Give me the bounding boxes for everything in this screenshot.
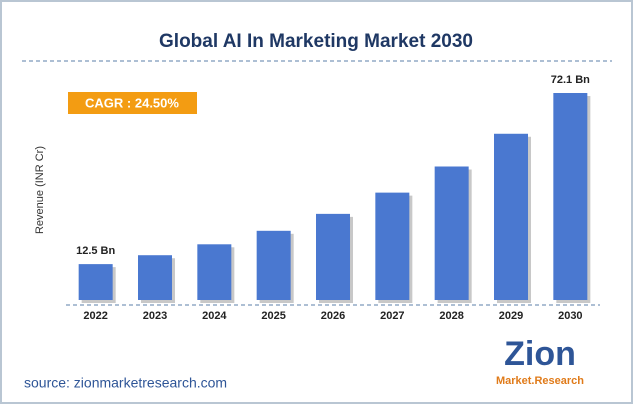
bar <box>197 244 232 300</box>
x-tick-label: 2029 <box>499 310 523 322</box>
logo-name: Zion <box>504 335 576 373</box>
chart-title: Global AI In Marketing Market 2030 <box>159 31 473 52</box>
bar <box>494 133 528 300</box>
annotation-box <box>68 92 197 114</box>
bar <box>78 264 113 300</box>
x-tick-label: 2025 <box>261 310 285 322</box>
y-axis-label: Revenue (INR Cr) <box>34 146 46 234</box>
x-tick-label: 2022 <box>83 310 107 322</box>
value-label: 12.5 Bn <box>76 245 115 257</box>
bar <box>434 166 469 300</box>
source: source: zionmarketresearch.com <box>24 375 227 391</box>
x-tick-label: 2024 <box>202 310 227 322</box>
bar <box>553 93 588 300</box>
x-tick-label: 2028 <box>439 310 463 322</box>
x-tick-label: 2030 <box>558 310 582 322</box>
bar <box>375 192 410 300</box>
x-tick-label: 2023 <box>143 310 167 322</box>
bar <box>316 213 350 300</box>
annotation: CAGR : 24.50% <box>85 95 179 110</box>
bar <box>256 230 291 300</box>
x-tick-label: 2026 <box>321 310 345 322</box>
bar <box>138 255 172 300</box>
value-label: 72.1 Bn <box>551 74 590 86</box>
x-tick-label: 2027 <box>380 310 404 322</box>
logo-tagline: Market.Research <box>496 375 584 387</box>
